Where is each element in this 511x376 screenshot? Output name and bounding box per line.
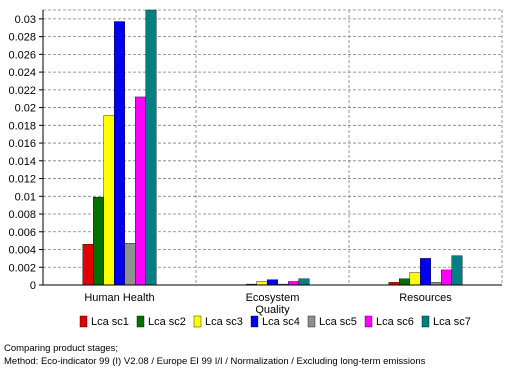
legend-swatch — [79, 315, 88, 328]
legend-label: Lca sc7 — [433, 316, 471, 328]
y-tick-label: 0.002 — [8, 262, 36, 274]
bar — [82, 243, 94, 286]
bar — [145, 9, 157, 286]
legend-swatch — [136, 315, 145, 328]
legend-swatch — [193, 315, 202, 328]
legend-swatch — [250, 315, 259, 328]
y-tick-label: 0.02 — [15, 103, 36, 115]
y-tick-label: 0 — [30, 280, 36, 292]
legend-swatch — [307, 315, 316, 328]
y-tick-label: 0.008 — [8, 209, 36, 221]
bar — [288, 281, 299, 286]
legend-label: Lca sc6 — [376, 316, 414, 328]
axes — [39, 10, 502, 286]
y-tick-label: 0.016 — [8, 138, 36, 150]
bar — [93, 196, 104, 286]
legend-label: Lca sc1 — [91, 316, 129, 328]
bar — [114, 21, 125, 286]
y-tick-label: 0.006 — [8, 227, 36, 239]
legend: Lca sc1 Lca sc2 Lca sc3 Lca sc4 Lca sc5 Lca s… — [79, 315, 471, 328]
legend-swatch — [364, 315, 373, 328]
legend-label: Lca sc2 — [148, 316, 186, 328]
bar — [267, 279, 278, 286]
x-category-label: Human Health — [84, 292, 154, 304]
bar — [451, 255, 463, 286]
y-tick-label: 0.022 — [8, 85, 36, 97]
y-tick-labels: 0 0.002 0.004 0.006 0.008 0.01 0.012 0.014 0.016… — [8, 14, 36, 292]
y-tick-label: 0.014 — [8, 156, 36, 168]
bars — [82, 9, 463, 286]
legend-label: Lca sc5 — [319, 316, 357, 328]
bar — [420, 258, 431, 286]
y-tick-label: 0.004 — [8, 245, 36, 257]
caption-line-2: Method: Eco-indicator 99 (I) V2.08 / Eur… — [4, 356, 426, 367]
y-tick-label: 0.03 — [15, 14, 36, 26]
caption-line-1: Comparing product stages; — [4, 343, 119, 354]
bar — [409, 272, 421, 286]
y-tick-label: 0.026 — [8, 49, 36, 61]
bar — [135, 96, 146, 286]
legend-swatch — [421, 315, 430, 328]
y-tick-label: 0.01 — [15, 191, 36, 203]
x-category-label: Ecosystem — [246, 292, 300, 304]
legend-label: Lca sc4 — [262, 316, 300, 328]
bar — [298, 278, 310, 286]
x-category-label: Resources — [399, 292, 452, 304]
y-tick-label: 0.012 — [8, 174, 36, 186]
y-tick-label: 0.028 — [8, 32, 36, 44]
bar — [441, 269, 452, 286]
bar — [103, 115, 115, 286]
bar — [256, 281, 268, 286]
legend-label: Lca sc3 — [205, 316, 243, 328]
x-category-label: Quality — [255, 304, 290, 316]
y-tick-label: 0.018 — [8, 120, 36, 132]
y-tick-label: 0.024 — [8, 67, 36, 79]
bar — [399, 278, 410, 286]
bar — [124, 243, 136, 286]
